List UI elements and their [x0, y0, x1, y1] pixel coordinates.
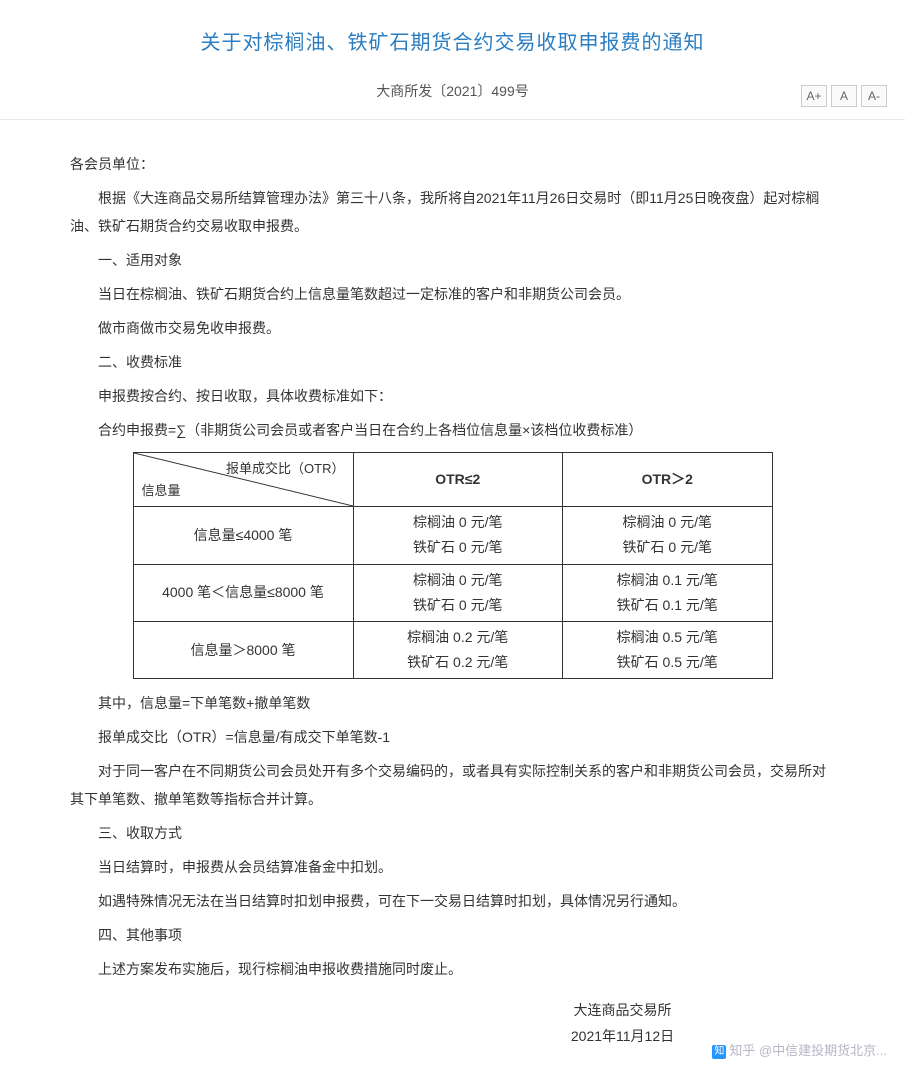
font-decrease-button[interactable]: A-	[861, 85, 887, 107]
salutation: 各会员单位：	[70, 150, 835, 178]
table-header-row: 报单成交比（OTR） 信息量 OTR≤2 OTR＞2	[133, 453, 772, 507]
font-increase-button[interactable]: A+	[801, 85, 827, 107]
section-1-p1: 当日在棕榈油、铁矿石期货合约上信息量笔数超过一定标准的客户和非期货公司会员。	[70, 280, 835, 308]
row-label: 信息量≤4000 笔	[133, 507, 353, 564]
cell: 棕榈油 0 元/笔铁矿石 0 元/笔	[353, 507, 563, 564]
section-2-note2: 报单成交比（OTR）=信息量/有成交下单笔数-1	[70, 723, 835, 751]
diag-header-bottom: 信息量	[142, 479, 181, 502]
cell: 棕榈油 0.5 元/笔铁矿石 0.5 元/笔	[563, 621, 773, 678]
section-4-p1: 上述方案发布实施后，现行棕榈油申报收费措施同时废止。	[70, 955, 835, 983]
row-label: 4000 笔＜信息量≤8000 笔	[133, 564, 353, 621]
section-3-title: 三、收取方式	[70, 819, 835, 847]
section-1-p2: 做市商做市交易免收申报费。	[70, 314, 835, 342]
cell: 棕榈油 0 元/笔铁矿石 0 元/笔	[563, 507, 773, 564]
cell: 棕榈油 0 元/笔铁矿石 0 元/笔	[353, 564, 563, 621]
signature-date: 2021年11月12日	[410, 1024, 835, 1049]
section-4-title: 四、其他事项	[70, 921, 835, 949]
col-header-1: OTR≤2	[353, 453, 563, 507]
section-3-p1: 当日结算时，申报费从会员结算准备金中扣划。	[70, 853, 835, 881]
col-header-2: OTR＞2	[563, 453, 773, 507]
signature-org: 大连商品交易所	[410, 998, 835, 1023]
table-row: 信息量≤4000 笔 棕榈油 0 元/笔铁矿石 0 元/笔 棕榈油 0 元/笔铁…	[133, 507, 772, 564]
section-2-title: 二、收费标准	[70, 348, 835, 376]
diag-header-top: 报单成交比（OTR）	[226, 457, 344, 480]
cell: 棕榈油 0.1 元/笔铁矿石 0.1 元/笔	[563, 564, 773, 621]
table-row: 4000 笔＜信息量≤8000 笔 棕榈油 0 元/笔铁矿石 0 元/笔 棕榈油…	[133, 564, 772, 621]
section-1-title: 一、适用对象	[70, 246, 835, 274]
row-label: 信息量＞8000 笔	[133, 621, 353, 678]
fee-table: 报单成交比（OTR） 信息量 OTR≤2 OTR＞2 信息量≤4000 笔 棕榈…	[133, 452, 773, 679]
section-2-p1: 申报费按合约、按日收取，具体收费标准如下：	[70, 382, 835, 410]
diagonal-header-cell: 报单成交比（OTR） 信息量	[133, 453, 353, 507]
document-body: 各会员单位： 根据《大连商品交易所结算管理办法》第三十八条，我所将自2021年1…	[0, 120, 905, 1069]
table-row: 信息量＞8000 笔 棕榈油 0.2 元/笔铁矿石 0.2 元/笔 棕榈油 0.…	[133, 621, 772, 678]
document-title: 关于对棕榈油、铁矿石期货合约交易收取申报费的通知	[40, 25, 865, 61]
signature-block: 大连商品交易所 2021年11月12日	[70, 998, 835, 1048]
section-2-note3: 对于同一客户在不同期货公司会员处开有多个交易编码的，或者具有实际控制关系的客户和…	[70, 757, 835, 813]
header: 关于对棕榈油、铁矿石期货合约交易收取申报费的通知 大商所发〔2021〕499号 …	[0, 0, 905, 120]
section-3-p2: 如遇特殊情况无法在当日结算时扣划申报费，可在下一交易日结算时扣划，具体情况另行通…	[70, 887, 835, 915]
document-number: 大商所发〔2021〕499号	[40, 79, 865, 104]
document-page: 关于对棕榈油、铁矿石期货合约交易收取申报费的通知 大商所发〔2021〕499号 …	[0, 0, 905, 1069]
font-size-controls: A+ A A-	[801, 85, 887, 107]
section-2-formula: 合约申报费=∑（非期货公司会员或者客户当日在合约上各档位信息量×该档位收费标准）	[70, 416, 835, 444]
cell: 棕榈油 0.2 元/笔铁矿石 0.2 元/笔	[353, 621, 563, 678]
font-normal-button[interactable]: A	[831, 85, 857, 107]
intro-paragraph: 根据《大连商品交易所结算管理办法》第三十八条，我所将自2021年11月26日交易…	[70, 184, 835, 240]
section-2-note1: 其中，信息量=下单笔数+撤单笔数	[70, 689, 835, 717]
